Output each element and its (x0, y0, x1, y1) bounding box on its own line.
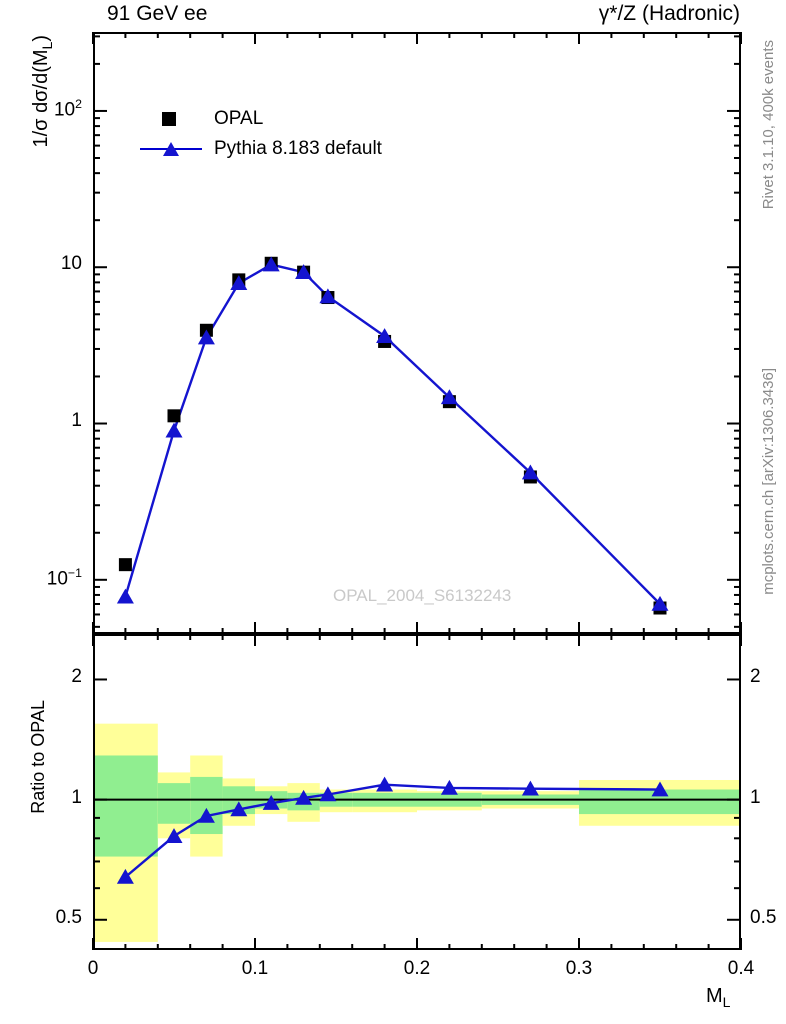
band-inner (190, 776, 223, 835)
main-y-tick-label: 10−1 (46, 565, 82, 590)
legend-label-data: OPAL (214, 108, 264, 129)
main-panel-frame (93, 32, 741, 634)
data-series-layer (116, 256, 669, 884)
ratio-point-pythia (295, 789, 313, 805)
header-process: γ*/Z (Hadronic) (598, 2, 740, 25)
data-point-opal (118, 558, 132, 572)
data-point-pythia (376, 328, 394, 343)
ratio-point-pythia (376, 776, 394, 792)
analysis-watermark: OPAL_2004_S6132243 (333, 586, 512, 605)
ratio-y-tick-label-right: 1 (750, 786, 761, 808)
x-axis-label: ML (706, 985, 731, 1010)
ratio-uncertainty-bands (93, 723, 741, 942)
ratio-point-pythia (116, 868, 134, 884)
legend-item-mc: Pythia 8.183 default (140, 134, 382, 164)
main-y-tick-label: 102 (53, 96, 82, 121)
header-beam-energy: 91 GeV ee (107, 2, 208, 25)
x-tick-label: 0 (87, 958, 99, 979)
ratio-point-pythia (230, 801, 248, 817)
ratio-point-pythia (165, 828, 183, 843)
ratio-y-tick-label-left: 0.5 (55, 906, 82, 928)
ratio-point-pythia (440, 779, 458, 795)
ratio-y-tick-label-left: 1 (71, 786, 82, 808)
data-point-pythia (440, 389, 458, 405)
x-tick-label: 0.1 (241, 958, 269, 979)
ratio-panel-frame (93, 634, 741, 950)
legend-item-data: OPAL (140, 104, 382, 134)
ratio-point-pythia (521, 780, 539, 796)
ratio-point-pythia (651, 781, 669, 797)
ratio-y-tick-label-right: 2 (750, 666, 761, 688)
ratio-point-pythia (197, 807, 215, 823)
data-point-pythia (319, 288, 337, 304)
data-point-pythia (230, 275, 248, 291)
data-point-pythia (165, 422, 183, 438)
band-inner (157, 783, 191, 824)
data-point-pythia (651, 595, 669, 611)
data-point-pythia (197, 329, 215, 345)
x-tick-label: 0.4 (727, 958, 755, 979)
triangle-line-marker-icon (140, 139, 202, 159)
band-inner (93, 755, 158, 857)
data-point-pythia (262, 256, 280, 272)
data-point-pythia (521, 464, 539, 480)
data-point-pythia (116, 588, 134, 604)
main-y-tick-label: 10 (60, 253, 82, 275)
x-tick-label: 0.3 (565, 958, 593, 979)
ratio-point-pythia (319, 786, 337, 802)
legend: OPAL Pythia 8.183 default (140, 104, 382, 164)
main-y-tick-label: 1 (71, 409, 82, 431)
ratio-y-tick-label-right: 0.5 (750, 906, 777, 928)
ratio-point-pythia (262, 795, 280, 810)
data-point-opal (167, 409, 181, 423)
legend-label-mc: Pythia 8.183 default (214, 138, 382, 159)
data-point-pythia (295, 264, 313, 279)
square-marker-icon (140, 109, 202, 129)
ratio-y-tick-label-left: 2 (71, 666, 82, 688)
x-tick-label: 0.2 (403, 958, 431, 979)
